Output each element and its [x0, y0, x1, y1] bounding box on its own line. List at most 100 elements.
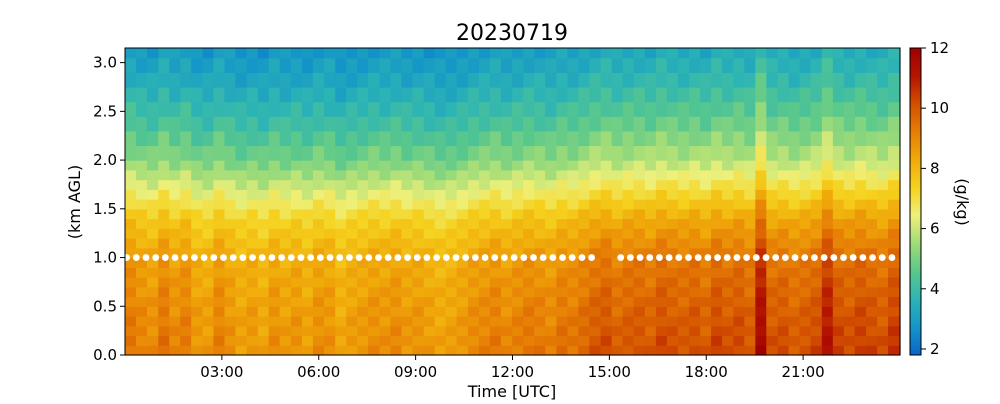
- heatmap-cell: [744, 277, 756, 288]
- heatmap-cell: [445, 208, 458, 220]
- heatmap-cell: [379, 247, 392, 259]
- heatmap-cell: [622, 169, 635, 181]
- marker-dot: [181, 254, 189, 261]
- heatmap-cell: [545, 218, 558, 229]
- heatmap-cell: [346, 247, 358, 259]
- heatmap-cell: [788, 160, 801, 171]
- heatmap-cell: [323, 218, 336, 229]
- heatmap-cell: [733, 208, 745, 220]
- heatmap-cell: [125, 199, 137, 210]
- heatmap-cell: [169, 116, 181, 132]
- heatmap-cell: [556, 218, 568, 229]
- heatmap-cell: [478, 247, 491, 259]
- heatmap-cell: [578, 335, 590, 346]
- heatmap-cell: [888, 130, 901, 147]
- heatmap-cell: [180, 238, 192, 249]
- heatmap-cell: [478, 325, 491, 337]
- heatmap-cell: [788, 130, 801, 147]
- heatmap-cell: [689, 169, 701, 181]
- heatmap-cell: [689, 179, 701, 190]
- heatmap-cell: [877, 296, 889, 307]
- heatmap-cell: [434, 72, 447, 88]
- heatmap-cell: [512, 228, 524, 239]
- heatmap-cell: [213, 86, 226, 103]
- heatmap-cell: [390, 238, 403, 249]
- heatmap-cell: [445, 145, 458, 161]
- heatmap-cell: [556, 286, 568, 298]
- heatmap-cell: [125, 247, 137, 259]
- marker-dot: [326, 254, 334, 261]
- heatmap-cell: [799, 160, 812, 171]
- heatmap-cell: [346, 257, 358, 268]
- heatmap-cell: [556, 169, 568, 181]
- heatmap-cell: [489, 208, 502, 220]
- heatmap-cell: [235, 145, 248, 161]
- heatmap-cell: [766, 267, 779, 278]
- heatmap-cell: [843, 48, 856, 59]
- heatmap-cell: [500, 179, 513, 190]
- heatmap-cell: [456, 277, 469, 288]
- heatmap-cell: [346, 296, 358, 307]
- heatmap-cell: [346, 199, 358, 210]
- heatmap-cell: [600, 72, 613, 88]
- heatmap-cell: [877, 179, 889, 190]
- heatmap-cell: [390, 325, 403, 337]
- heatmap-cell: [523, 335, 535, 346]
- heatmap-cell: [412, 179, 425, 190]
- heatmap-cell: [434, 86, 447, 103]
- heatmap-cell: [202, 345, 215, 356]
- heatmap-cell: [279, 208, 292, 220]
- heatmap-cell: [379, 72, 392, 88]
- heatmap-cell: [611, 306, 624, 317]
- heatmap-cell: [655, 296, 668, 307]
- marker-dot: [462, 254, 470, 261]
- heatmap-cell: [788, 277, 801, 288]
- heatmap-cell: [622, 277, 635, 288]
- heatmap-cell: [235, 316, 248, 327]
- heatmap-cell: [888, 286, 901, 298]
- heatmap-cell: [158, 48, 170, 59]
- heatmap-cell: [323, 179, 336, 190]
- heatmap-cell: [788, 257, 801, 268]
- heatmap-cell: [578, 199, 590, 210]
- heatmap-cell: [644, 325, 657, 337]
- marker-dot: [365, 254, 373, 261]
- heatmap-cell: [180, 345, 192, 356]
- heatmap-cell: [290, 345, 303, 356]
- heatmap-cell: [534, 296, 546, 307]
- heatmap-cell: [534, 72, 546, 88]
- heatmap-cell: [158, 286, 170, 298]
- heatmap-cell: [246, 335, 259, 346]
- heatmap-cell: [379, 325, 392, 337]
- heatmap-cell: [567, 325, 579, 337]
- heatmap-cell: [357, 116, 369, 132]
- heatmap-cell: [180, 160, 192, 171]
- heatmap-cell: [711, 218, 723, 229]
- heatmap-cell: [423, 228, 436, 239]
- heatmap-cell: [744, 169, 756, 181]
- heatmap-cell: [445, 169, 458, 181]
- heatmap-cell: [799, 286, 812, 298]
- heatmap-cell: [357, 169, 369, 181]
- heatmap-cell: [744, 257, 756, 268]
- heatmap-cell: [346, 57, 358, 73]
- heatmap-cell: [423, 72, 436, 88]
- heatmap-cell: [346, 208, 358, 220]
- heatmap-cell: [722, 116, 734, 132]
- heatmap-cell: [323, 101, 336, 117]
- heatmap-cell: [877, 267, 889, 278]
- heatmap-cell: [125, 72, 137, 88]
- heatmap-cell: [832, 335, 845, 346]
- heatmap-cell: [191, 179, 204, 190]
- heatmap-cell: [578, 169, 590, 181]
- heatmap-cell: [279, 286, 292, 298]
- heatmap-cell: [379, 101, 392, 117]
- heatmap-cell: [202, 238, 215, 249]
- heatmap-cell: [677, 247, 690, 259]
- heatmap-cell: [644, 306, 657, 317]
- heatmap-cell: [478, 57, 491, 73]
- heatmap-cell: [689, 267, 701, 278]
- marker-dot: [568, 254, 576, 261]
- heatmap-cell: [335, 306, 347, 317]
